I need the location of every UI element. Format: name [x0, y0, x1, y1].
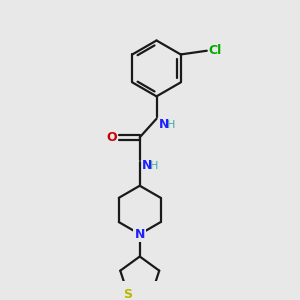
Text: H: H [167, 120, 175, 130]
Text: N: N [135, 228, 145, 241]
Text: H: H [150, 160, 158, 171]
Text: S: S [123, 288, 132, 300]
Text: Cl: Cl [208, 44, 222, 57]
Text: O: O [107, 131, 117, 144]
Text: N: N [142, 159, 152, 172]
Text: N: N [158, 118, 169, 131]
